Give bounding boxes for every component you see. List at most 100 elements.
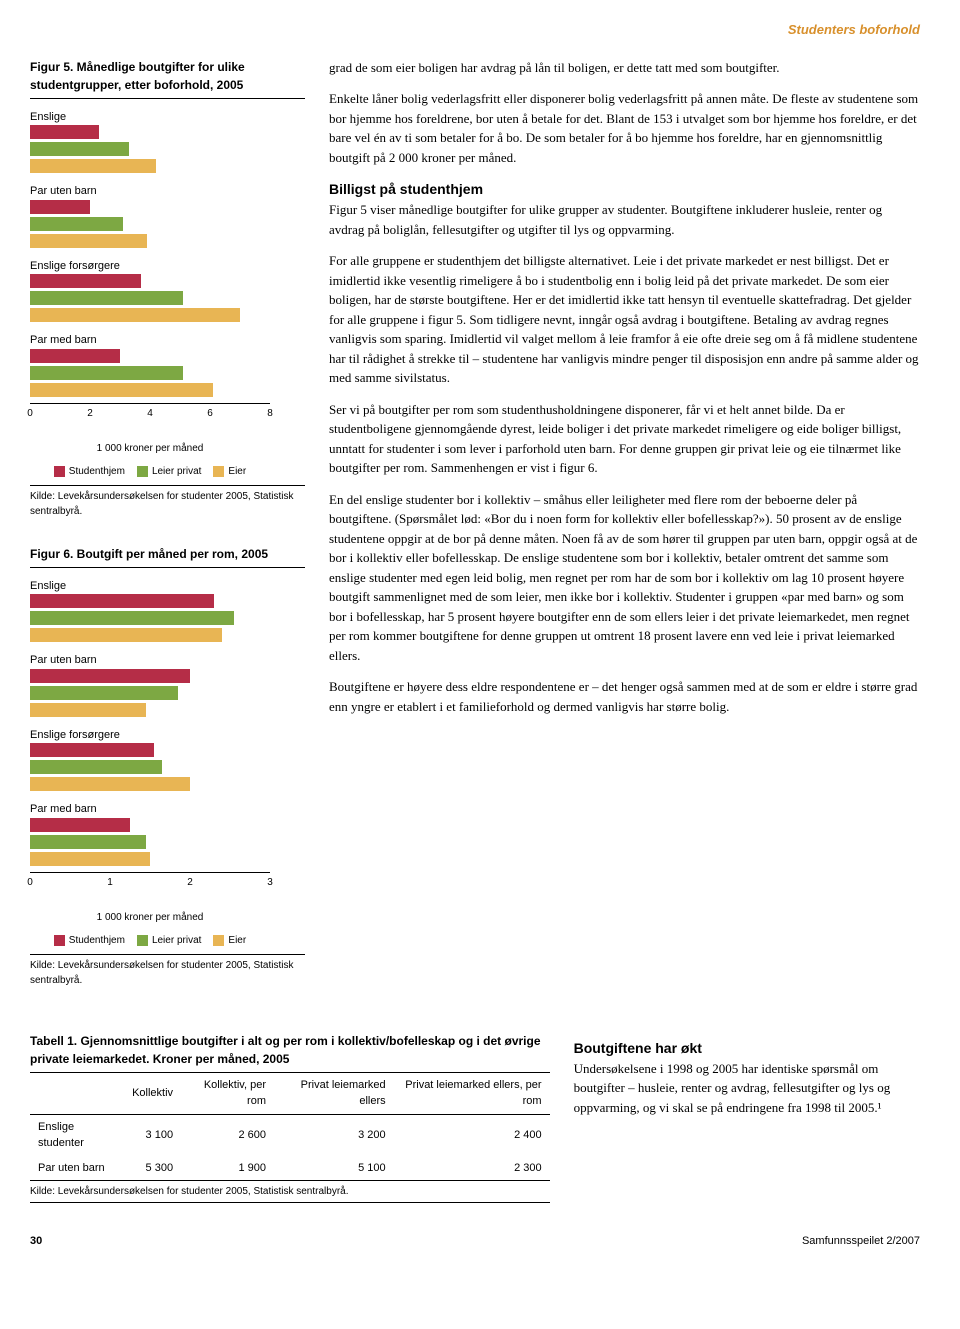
legend-swatch: [213, 466, 224, 477]
heading-billigst: Billigst på studenthjem: [329, 179, 920, 200]
chart-group-label: Par uten barn: [30, 183, 305, 200]
body-p1: grad de som eier boligen har avdrag på l…: [329, 58, 920, 78]
figure-5-legend: Studenthjem Leier privat Eier: [30, 464, 270, 479]
chart-bar: [30, 669, 305, 683]
legend-swatch: [213, 935, 224, 946]
figure-6-legend: Studenthjem Leier privat Eier: [30, 933, 270, 948]
chart-group-label: Par med barn: [30, 801, 305, 818]
table-1: Tabell 1. Gjennomsnittlige boutgifter i …: [30, 1032, 550, 1204]
right-column: grad de som eier boligen har avdrag på l…: [329, 58, 920, 1014]
table-cell: 5 300: [124, 1156, 181, 1181]
chart-bar: [30, 777, 305, 791]
table-row: Par uten barn5 3001 9005 1002 300: [30, 1156, 550, 1181]
publication-label: Samfunnsspeilet 2/2007: [802, 1233, 920, 1250]
chart-bar: [30, 686, 305, 700]
axis-tick: 8: [267, 406, 273, 421]
page-number: 30: [30, 1233, 42, 1250]
chart-group-label: Enslige: [30, 109, 305, 126]
legend-label: Studenthjem: [69, 464, 125, 479]
chart-bar: [30, 217, 305, 231]
figure-5-title: Figur 5. Månedlige boutgifter for ulike …: [30, 58, 305, 99]
header-section-label: Studenters boforhold: [30, 20, 920, 40]
chart-group-label: Par med barn: [30, 332, 305, 349]
axis-tick: 3: [267, 875, 273, 890]
right-bottom-para: Undersøkelsene i 1998 og 2005 har identi…: [574, 1059, 920, 1118]
table-header-cell: Kollektiv, per rom: [181, 1073, 274, 1115]
figure-6-title: Figur 6. Boutgift per måned per rom, 200…: [30, 545, 305, 568]
legend-item: Eier: [213, 933, 246, 948]
chart-bar: [30, 835, 305, 849]
chart-bar: [30, 125, 305, 139]
chart-bar: [30, 743, 305, 757]
table-cell: Enslige studenter: [30, 1114, 124, 1156]
axis-tick: 0: [27, 875, 33, 890]
table-cell: 2 600: [181, 1114, 274, 1156]
table-row: Enslige studenter3 1002 6003 2002 400: [30, 1114, 550, 1156]
axis-label: 1 000 kroner per måned: [30, 441, 270, 456]
axis-tick: 4: [147, 406, 153, 421]
chart-group-label: Enslige forsørgere: [30, 727, 305, 744]
figure-6: Figur 6. Boutgift per måned per rom, 200…: [30, 545, 305, 988]
table-cell: 2 300: [394, 1156, 550, 1181]
bottom-right-text: Boutgiftene har økt Undersøkelsene i 199…: [574, 1032, 920, 1204]
axis-tick: 1: [107, 875, 113, 890]
chart-bar: [30, 628, 305, 642]
bottom-row: Tabell 1. Gjennomsnittlige boutgifter i …: [30, 1032, 920, 1204]
table-cell: 2 400: [394, 1114, 550, 1156]
legend-item: Leier privat: [137, 464, 201, 479]
chart-bar: [30, 594, 305, 608]
legend-swatch: [137, 935, 148, 946]
legend-item: Leier privat: [137, 933, 201, 948]
figure-5: Figur 5. Månedlige boutgifter for ulike …: [30, 58, 305, 519]
axis-tick: 2: [87, 406, 93, 421]
chart-bar: [30, 852, 305, 866]
body-p7: Boutgiftene er høyere dess eldre respond…: [329, 677, 920, 716]
table-1-title: Tabell 1. Gjennomsnittlige boutgifter i …: [30, 1032, 550, 1073]
chart-bar: [30, 760, 305, 774]
table-header-cell: Privat leiemarked ellers: [274, 1073, 394, 1115]
legend-label: Studenthjem: [69, 933, 125, 948]
chart-bar: [30, 703, 305, 717]
figure-6-source: Kilde: Levekårsundersøkelsen for student…: [30, 954, 305, 988]
legend-item: Studenthjem: [54, 464, 125, 479]
chart-bar: [30, 366, 305, 380]
axis-tick: 0: [27, 406, 33, 421]
chart-bar: [30, 291, 305, 305]
body-p5: Ser vi på boutgifter per rom som student…: [329, 400, 920, 478]
body-p6: En del enslige studenter bor i kollektiv…: [329, 490, 920, 666]
table-cell: 1 900: [181, 1156, 274, 1181]
legend-item: Studenthjem: [54, 933, 125, 948]
axis-label: 1 000 kroner per måned: [30, 910, 270, 925]
table-1-source: Kilde: Levekårsundersøkelsen for student…: [30, 1180, 550, 1203]
chart-bar: [30, 383, 305, 397]
legend-label: Eier: [228, 464, 246, 479]
chart-bar: [30, 818, 305, 832]
table-cell: 5 100: [274, 1156, 394, 1181]
figure-6-chart: EnsligePar uten barnEnslige forsørgerePa…: [30, 578, 305, 925]
legend-swatch: [137, 466, 148, 477]
page-columns: Figur 5. Månedlige boutgifter for ulike …: [30, 58, 920, 1014]
legend-swatch: [54, 935, 65, 946]
heading-boutgiftene: Boutgiftene har økt: [574, 1038, 920, 1059]
table-header-cell: Privat leiemarked ellers, per rom: [394, 1073, 550, 1115]
chart-bar: [30, 349, 305, 363]
table-cell: 3 200: [274, 1114, 394, 1156]
figure-5-source: Kilde: Levekårsundersøkelsen for student…: [30, 485, 305, 519]
chart-bar: [30, 142, 305, 156]
chart-bar: [30, 274, 305, 288]
table-header-cell: [30, 1073, 124, 1115]
legend-label: Leier privat: [152, 464, 201, 479]
page-footer: 30 Samfunnsspeilet 2/2007: [30, 1233, 920, 1250]
chart-group-label: Enslige forsørgere: [30, 258, 305, 275]
axis-tick: 2: [187, 875, 193, 890]
figure-5-chart: Enslige Par uten barn Enslige forsørgere Pa…: [30, 109, 305, 456]
body-p4: For alle gruppene er studenthjem det bil…: [329, 251, 920, 388]
legend-label: Eier: [228, 933, 246, 948]
table-1-grid: KollektivKollektiv, per romPrivat leiema…: [30, 1073, 550, 1181]
chart-bar: [30, 200, 305, 214]
legend-swatch: [54, 466, 65, 477]
left-column: Figur 5. Månedlige boutgifter for ulike …: [30, 58, 305, 1014]
table-cell: Par uten barn: [30, 1156, 124, 1181]
legend-label: Leier privat: [152, 933, 201, 948]
body-p2: Enkelte låner bolig vederlagsfritt eller…: [329, 89, 920, 167]
